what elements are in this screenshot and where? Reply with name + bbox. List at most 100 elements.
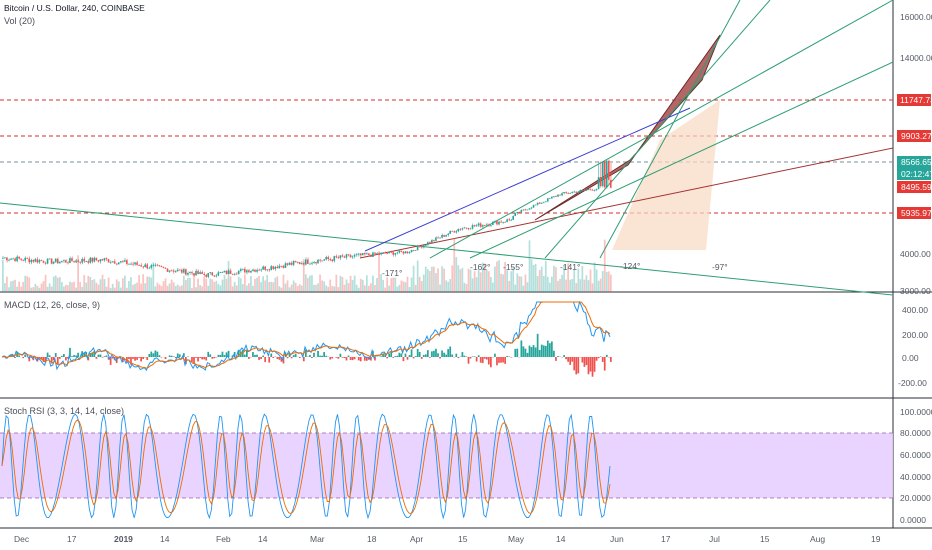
candle: [337, 257, 340, 259]
macd-histogram-bar: [260, 357, 262, 359]
volume-bar: [119, 287, 122, 292]
candle: [467, 228, 470, 230]
fan-line-2[interactable]: [469, 61, 894, 259]
time-axis[interactable]: Dec 17 2019 14 Feb 14 Mar 18 Apr 15 May …: [14, 534, 881, 544]
volume-bar: [97, 284, 100, 292]
support-line[interactable]: [359, 147, 894, 259]
drawings[interactable]: [0, 0, 894, 296]
macd-histogram-bar: [252, 352, 254, 357]
candle: [412, 250, 415, 251]
candle: [166, 268, 169, 272]
time-label: 14: [556, 534, 566, 544]
volume-bar: [398, 284, 401, 292]
macd-histogram-bar: [182, 353, 185, 357]
macd-histogram-bar: [52, 357, 55, 361]
macd-histogram-bar: [203, 357, 206, 360]
volume-bar: [233, 281, 236, 292]
macd-histogram-bar: [410, 349, 413, 357]
candle: [203, 273, 205, 275]
candle: [58, 261, 61, 264]
volume-bar: [274, 277, 277, 292]
candle: [26, 257, 29, 259]
stoch-tick: 20.0000: [900, 493, 931, 503]
volume-bar: [319, 274, 321, 292]
price-tick: 16000.00: [900, 12, 932, 22]
volume-bar: [581, 266, 584, 292]
candle: [406, 251, 409, 254]
macd-histogram-bar: [168, 355, 171, 357]
candle: [380, 252, 382, 255]
volume-bar: [201, 286, 203, 292]
candle: [597, 177, 600, 189]
volume-bar: [109, 287, 112, 292]
macd-histogram-bar: [398, 352, 401, 357]
candle: [144, 264, 146, 268]
volume-bar: [349, 275, 352, 292]
volume-bar: [89, 276, 92, 292]
macd-axis[interactable]: 400.00 200.00 0.00 -200.00: [898, 305, 928, 388]
candle: [67, 262, 69, 264]
macd-histogram-bar: [343, 357, 346, 358]
candle: [148, 267, 151, 269]
volume-bar: [132, 284, 134, 292]
macd-histogram-bar: [345, 357, 348, 361]
macd-histogram-bar: [353, 357, 356, 360]
fan-line-4[interactable]: [599, 0, 741, 259]
macd-histogram-bar: [195, 357, 197, 358]
volume-bar: [229, 276, 232, 292]
volume-bar: [26, 276, 29, 292]
volume-bar: [85, 282, 88, 292]
macd-histogram-bar: [60, 355, 63, 357]
fan-line-3[interactable]: [544, 0, 771, 259]
candle: [160, 265, 163, 267]
candle: [107, 259, 110, 263]
volume-bar: [396, 286, 399, 292]
macd-histogram-bar: [286, 357, 289, 359]
volume-bar: [136, 282, 138, 292]
candle: [553, 196, 555, 197]
volume-bar: [2, 259, 4, 292]
candle: [319, 259, 321, 261]
macd-histogram-bar: [246, 350, 248, 357]
macd-histogram-bar: [146, 357, 149, 360]
volume-bar: [107, 277, 110, 292]
volume-bar: [81, 286, 84, 292]
volume-bar: [467, 268, 470, 292]
candle: [386, 253, 388, 255]
price-pane[interactable]: [0, 0, 893, 292]
upper-channel-line[interactable]: [364, 107, 691, 252]
tag-8495: 8495.59: [901, 182, 932, 192]
fan-line-1[interactable]: [429, 0, 894, 259]
macd-histogram-bar: [463, 355, 466, 357]
candle: [569, 193, 571, 194]
macd-histogram-bar: [331, 357, 334, 359]
candle: [44, 262, 47, 264]
volume-bar: [441, 266, 443, 292]
candle: [105, 258, 108, 260]
macd-histogram-bar: [526, 352, 529, 357]
macd-histogram-bar: [54, 353, 57, 357]
macd-histogram-bar: [193, 357, 195, 364]
volume-bar: [542, 276, 545, 292]
candle: [565, 191, 567, 193]
macd-histogram-bar: [386, 357, 389, 359]
candle: [457, 228, 460, 232]
volume-bar: [172, 282, 175, 292]
candle: [532, 205, 535, 208]
candle: [313, 261, 315, 263]
volume-bar: [469, 269, 472, 292]
price-axis[interactable]: 16000.00 14000.00 4000.00 3000.00: [900, 12, 932, 296]
candle: [601, 161, 604, 187]
candle: [483, 225, 486, 226]
volume-bar: [518, 276, 521, 292]
stoch-axis[interactable]: 100.0000 80.0000 60.0000 40.0000 20.0000…: [900, 407, 932, 525]
volume-bar: [225, 278, 228, 292]
candle: [431, 240, 433, 243]
candle: [471, 225, 474, 229]
macd-histogram-bar: [416, 348, 419, 357]
candle: [595, 188, 598, 190]
macd-histogram-bar: [170, 355, 173, 357]
candle: [231, 273, 234, 275]
volume-bar: [331, 286, 334, 292]
